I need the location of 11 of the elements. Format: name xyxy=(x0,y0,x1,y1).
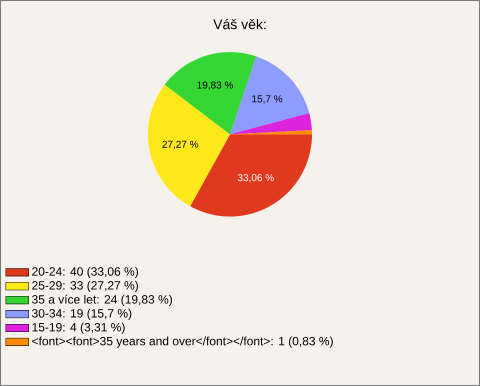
legend-label: 25-29: 33 (27,27 %) xyxy=(32,280,138,292)
legend-label: 35 a více let: 24 (19,83 %) xyxy=(32,294,172,306)
legend-label: <font><font>35 years and over</font></font>: 1 (0,83 %) xyxy=(32,336,333,348)
data-label: 27,27 % xyxy=(162,140,198,149)
legend-label: 30-34: 19 (15,7 %) xyxy=(32,308,132,320)
chart-title: Váš věk: xyxy=(213,18,266,30)
legend-label: 20-24: 40 (33,06 %) xyxy=(32,266,138,278)
data-label: 19,83 % xyxy=(197,81,234,90)
data-label: 33,06 % xyxy=(238,174,274,182)
data-label: 15,7 % xyxy=(252,95,282,104)
legend-label: 15-19: 4 (3,31 %) xyxy=(32,322,125,334)
